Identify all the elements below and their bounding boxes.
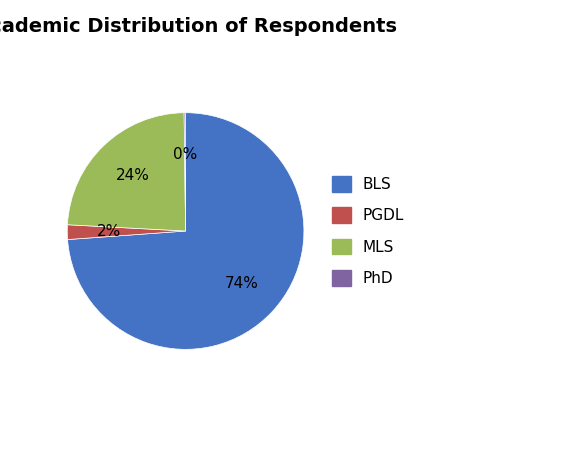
Text: 0%: 0% xyxy=(173,147,197,162)
Text: 24%: 24% xyxy=(115,168,149,183)
Wedge shape xyxy=(184,113,186,231)
Text: 2%: 2% xyxy=(97,224,121,239)
Wedge shape xyxy=(67,225,186,240)
Title: Academic Distribution of Respondents: Academic Distribution of Respondents xyxy=(0,17,397,36)
Wedge shape xyxy=(67,113,186,231)
Text: 74%: 74% xyxy=(225,276,259,291)
Wedge shape xyxy=(68,113,304,349)
Legend: BLS, PGDL, MLS, PhD: BLS, PGDL, MLS, PhD xyxy=(332,176,404,286)
